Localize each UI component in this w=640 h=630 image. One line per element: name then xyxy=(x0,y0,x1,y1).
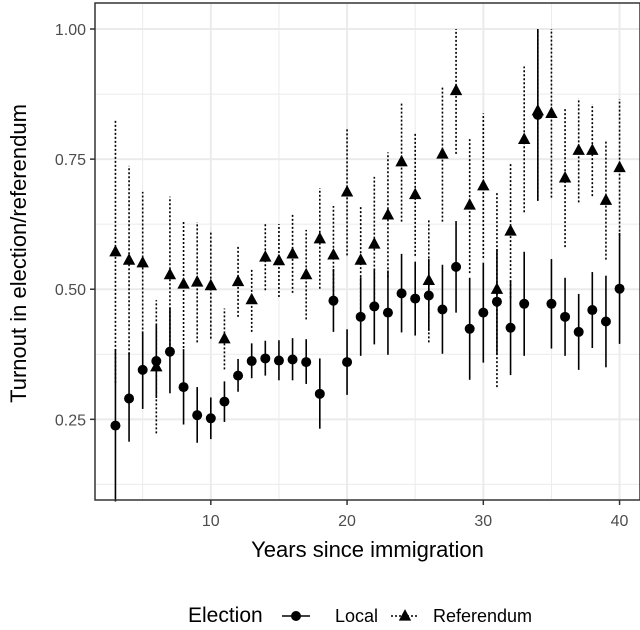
referendum-point xyxy=(395,154,408,167)
referendum-point xyxy=(517,132,531,144)
referendum-point xyxy=(299,267,313,280)
panel-border xyxy=(94,2,640,501)
local-point xyxy=(287,354,298,365)
local-point xyxy=(314,388,325,399)
local-point xyxy=(382,307,393,318)
local-point xyxy=(614,283,625,294)
x-tick-label: 20 xyxy=(338,513,356,530)
x-tick-label: 10 xyxy=(202,513,220,530)
local-point xyxy=(600,316,611,327)
x-tick-label: 40 xyxy=(611,513,629,530)
referendum-point xyxy=(354,253,367,265)
local-point xyxy=(260,353,271,364)
local-point xyxy=(192,410,203,421)
local-point xyxy=(273,355,284,366)
local-point xyxy=(124,393,135,404)
referendum-point xyxy=(286,247,299,259)
referendum-point xyxy=(477,178,490,191)
y-axis-title: Turnout in election/referendum xyxy=(6,104,31,403)
local-point xyxy=(246,356,257,367)
legend-local-label: Local xyxy=(335,606,378,626)
referendum-point xyxy=(218,331,231,344)
x-tick-label: 30 xyxy=(474,513,492,530)
referendum-point xyxy=(504,224,517,236)
referendum-point xyxy=(313,231,327,244)
local-point xyxy=(164,346,175,357)
referendum-point xyxy=(381,207,395,220)
local-point xyxy=(423,290,434,301)
local-point xyxy=(587,305,598,316)
local-point xyxy=(301,357,312,368)
referendum-point xyxy=(586,143,599,155)
local-point xyxy=(464,323,475,334)
local-point xyxy=(451,261,462,272)
local-point xyxy=(233,370,244,381)
local-point xyxy=(328,295,339,306)
local-point xyxy=(396,288,407,299)
local-point xyxy=(110,420,121,431)
referendum-point xyxy=(531,103,545,116)
local-point xyxy=(573,326,584,337)
local-point xyxy=(546,298,557,309)
referendum-point xyxy=(613,160,626,173)
referendum-point xyxy=(558,171,572,183)
grid-lines xyxy=(95,3,640,500)
local-point xyxy=(478,307,489,318)
referendum-point xyxy=(150,359,163,372)
data-markers xyxy=(109,83,626,431)
referendum-point xyxy=(490,282,504,294)
local-point xyxy=(560,311,571,322)
local-point xyxy=(491,296,502,307)
local-point xyxy=(505,322,516,333)
referendum-point xyxy=(136,255,149,268)
y-tick-label: 0.50 xyxy=(55,282,86,299)
referendum-point xyxy=(177,277,190,289)
local-point xyxy=(410,293,421,304)
referendum-point xyxy=(204,278,218,291)
legend-title: Election xyxy=(188,604,263,627)
referendum-point xyxy=(422,273,436,286)
referendum-point xyxy=(163,267,177,280)
local-point xyxy=(137,364,148,375)
referendum-point xyxy=(327,248,340,260)
y-tick-label: 1.00 xyxy=(55,22,86,39)
referendum-point xyxy=(245,292,258,305)
referendum-point xyxy=(436,147,449,159)
referendum-point xyxy=(231,274,245,287)
legend-referendum-marker xyxy=(398,609,412,621)
referendum-point xyxy=(408,187,422,200)
axes: 10 20 30 40 0.25 0.50 0.75 1.00 xyxy=(55,22,629,530)
referendum-point xyxy=(272,253,286,266)
y-tick-label: 0.25 xyxy=(55,412,86,429)
legend: Election Local Referendum xyxy=(188,604,532,627)
referendum-point xyxy=(463,198,476,210)
local-point xyxy=(355,311,366,322)
legend-referendum-label: Referendum xyxy=(433,606,532,626)
local-point xyxy=(219,396,230,407)
local-point xyxy=(342,357,353,368)
referendum-point xyxy=(190,275,204,287)
referendum-point xyxy=(572,143,585,155)
panel-background xyxy=(95,3,640,500)
referendum-point xyxy=(259,250,272,262)
referendum-point xyxy=(599,193,613,205)
local-point xyxy=(369,301,380,312)
legend-local-marker xyxy=(291,611,301,621)
referendum-point xyxy=(545,106,558,118)
referendum-point xyxy=(368,237,381,249)
local-point xyxy=(178,382,189,393)
referendum-point xyxy=(340,185,354,197)
local-point xyxy=(437,304,448,315)
referendum-point xyxy=(449,83,463,96)
referendum-point xyxy=(122,253,136,265)
local-point xyxy=(205,413,216,424)
x-axis-title: Years since immigration xyxy=(251,537,484,562)
referendum-point xyxy=(109,244,122,257)
y-tick-label: 0.75 xyxy=(55,152,86,169)
local-point xyxy=(519,298,530,309)
